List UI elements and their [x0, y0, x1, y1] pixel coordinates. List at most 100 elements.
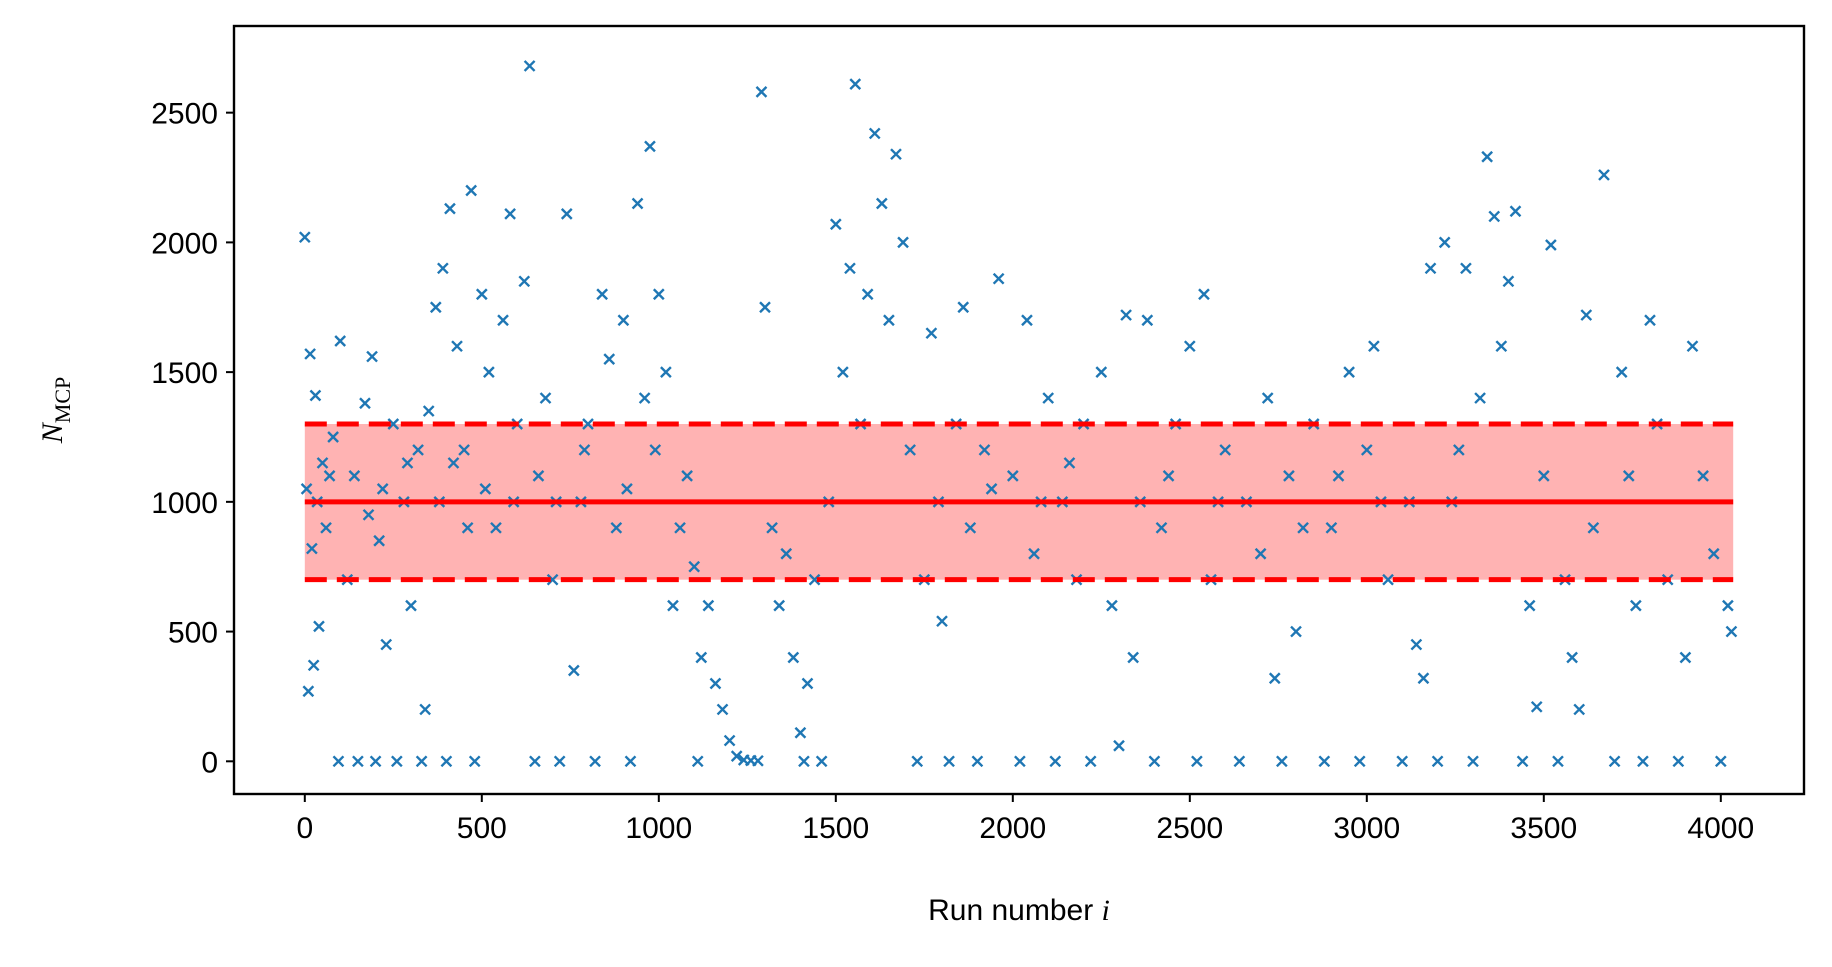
point — [904, 444, 916, 456]
point — [1644, 314, 1656, 327]
point — [1141, 314, 1154, 327]
x-tick-label: 4000 — [1687, 812, 1754, 845]
point — [1268, 672, 1281, 685]
point — [447, 457, 460, 469]
point — [405, 599, 417, 612]
point — [1488, 210, 1501, 223]
point — [691, 755, 704, 768]
point — [752, 754, 764, 767]
point — [306, 542, 318, 555]
point — [1707, 547, 1720, 560]
point — [387, 418, 400, 430]
point — [1127, 651, 1140, 664]
point — [1014, 755, 1026, 768]
point — [780, 547, 793, 560]
point — [475, 288, 488, 301]
point — [702, 599, 715, 612]
point — [1453, 444, 1465, 456]
point — [957, 301, 970, 314]
point — [422, 405, 435, 417]
point — [539, 392, 552, 404]
point — [362, 508, 375, 521]
point — [1608, 755, 1621, 768]
point — [1410, 638, 1423, 651]
point — [849, 78, 862, 90]
point — [667, 599, 679, 612]
point — [518, 275, 531, 288]
point — [1120, 309, 1132, 321]
point — [1198, 288, 1210, 301]
point — [992, 272, 1005, 285]
point — [716, 703, 729, 716]
point — [309, 389, 322, 402]
point — [1587, 521, 1600, 534]
point — [1714, 755, 1727, 768]
point — [621, 483, 633, 495]
point — [300, 483, 313, 495]
point — [1183, 340, 1196, 353]
point — [897, 236, 909, 249]
point — [327, 431, 339, 443]
point — [437, 262, 449, 275]
point — [529, 755, 541, 768]
point — [1382, 573, 1394, 586]
point — [1290, 625, 1302, 638]
point — [971, 755, 984, 768]
point — [1552, 755, 1564, 768]
point — [497, 314, 509, 327]
point — [695, 651, 708, 664]
point — [320, 521, 332, 534]
point — [523, 60, 536, 72]
point — [451, 340, 463, 353]
point — [1523, 599, 1536, 612]
point — [458, 444, 470, 456]
x-tick-label: 0 — [296, 812, 313, 845]
point — [1580, 309, 1593, 321]
point — [596, 288, 609, 301]
point — [787, 651, 800, 664]
point — [688, 560, 701, 573]
x-tick-label: 500 — [457, 812, 507, 845]
point — [808, 573, 821, 586]
point — [861, 288, 874, 301]
x-label-text: Run number — [928, 894, 1093, 927]
point — [837, 366, 849, 378]
point — [890, 148, 902, 161]
point — [1233, 755, 1246, 768]
point — [546, 573, 559, 586]
point — [479, 483, 492, 495]
point — [1474, 392, 1486, 404]
x-tick-label: 3000 — [1333, 812, 1400, 845]
x-label-var: i — [1102, 894, 1110, 927]
point — [943, 755, 955, 768]
point — [1063, 457, 1076, 469]
x-axis-label: Run number i — [928, 894, 1110, 927]
point — [1095, 366, 1108, 378]
point — [1396, 755, 1409, 768]
point — [1353, 755, 1366, 768]
point — [1254, 547, 1267, 560]
point — [332, 755, 345, 768]
point — [348, 470, 361, 482]
point — [589, 755, 601, 768]
point — [1042, 392, 1055, 404]
point — [461, 521, 474, 534]
point — [366, 350, 378, 363]
point — [603, 353, 616, 365]
point — [1417, 672, 1430, 685]
point — [302, 685, 315, 698]
point — [1368, 340, 1380, 353]
point — [1481, 150, 1494, 163]
point — [978, 444, 991, 456]
point — [1686, 340, 1699, 353]
point — [883, 314, 895, 327]
point — [936, 615, 948, 628]
point — [755, 86, 768, 98]
point — [334, 335, 347, 347]
point — [1509, 205, 1522, 218]
y-label-sub: MCP — [50, 377, 75, 423]
point — [1438, 236, 1451, 249]
point — [307, 659, 320, 672]
point — [759, 301, 771, 314]
point — [1162, 470, 1175, 482]
